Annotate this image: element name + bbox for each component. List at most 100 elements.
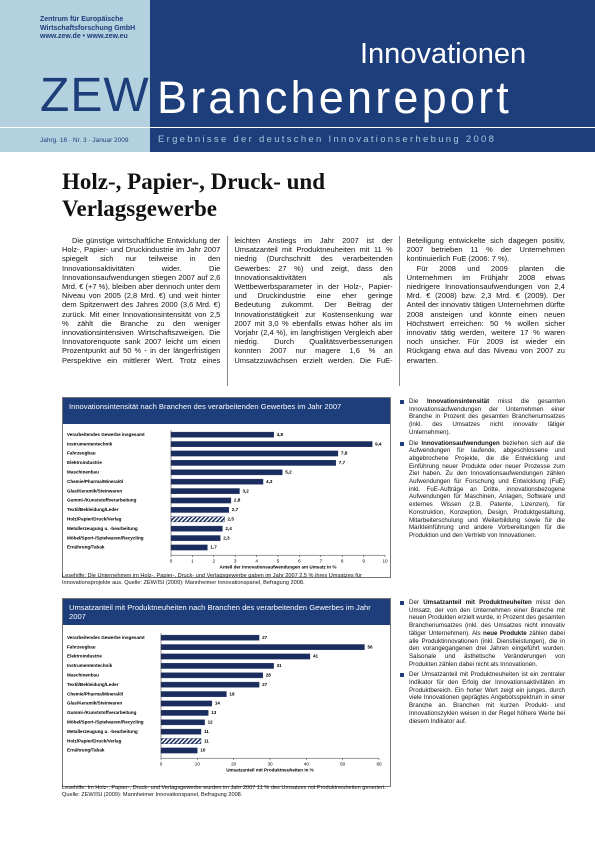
bar [160, 672, 263, 679]
bar [160, 681, 260, 688]
value-label: 9,4 [375, 441, 382, 446]
x-tick-label: 10 [382, 558, 388, 563]
category-label: Holz/Papier/Druck/Verlag [67, 738, 122, 743]
note: Die Innovationsintensität misst die gesa… [400, 398, 565, 437]
value-label: 13 [211, 710, 217, 715]
category-label: Instrumententechnik [67, 441, 113, 446]
category-label: Fahrzeugbau [67, 644, 96, 649]
value-label: 14 [215, 701, 221, 706]
note: Der Umsatzanteil mit Produktneuheiten is… [400, 671, 565, 725]
paragraph: Die günstige wirtschaftliche Entwicklung… [62, 236, 565, 365]
bar [170, 507, 229, 513]
value-label: 10 [200, 748, 206, 753]
issue: Jahrg. 16 · Nr. 3 · Januar 2009 [40, 137, 129, 144]
x-axis-label: Anteil der Innovationsaufwendungen am Um… [220, 564, 337, 569]
note-term: Umsatzanteil mit Produktneuheiten [423, 599, 532, 606]
category-label: Textil/Bekleidung/Leder [67, 507, 119, 512]
series-title: Innovationen [360, 38, 527, 70]
subtitle: Ergebnisse der deutschen Innovationserhe… [158, 134, 497, 145]
org-line: Wirtschaftsforschung GmbH [40, 24, 136, 32]
category-label: Verarbeitendes Gewerbe insgesamt [67, 635, 145, 640]
value-label: 12 [208, 720, 214, 725]
bar [160, 691, 227, 697]
value-label: 31 [277, 663, 283, 668]
bar [170, 478, 264, 485]
note-text: zählen dabei alle Produktinnovationen (i… [409, 629, 565, 668]
x-tick-label: 50 [340, 761, 346, 766]
x-tick-label: 7 [320, 558, 323, 563]
bar [170, 431, 274, 438]
category-label: Instrumententechnik [67, 663, 113, 668]
chart: Verarbeitendes Gewerbe insgesamt 27 Fahrze… [67, 633, 382, 772]
body-text: Die günstige wirtschaftliche Entwicklung… [62, 236, 565, 386]
bar [160, 747, 198, 754]
value-label: 18 [229, 691, 235, 696]
bar [170, 460, 336, 466]
bar [160, 728, 202, 735]
value-label: 5,2 [285, 470, 292, 475]
bar [170, 535, 221, 541]
x-tick-label: 60 [376, 761, 382, 766]
note-text: Der [409, 599, 424, 606]
x-tick-label: 30 [267, 761, 273, 766]
category-label: Möbel/Sport-/Spielwaren/Recycling [67, 720, 144, 725]
value-label: 2,3 [223, 535, 230, 540]
note-text: Der Umsatzanteil mit Produktneuheiten is… [409, 671, 565, 725]
x-tick-label: 4 [255, 558, 258, 563]
org-line: Zentrum für Europäische [40, 16, 124, 23]
category-label: Maschinenbau [67, 673, 99, 678]
note-text: beziehen sich auf die Aufwendungen für l… [409, 439, 565, 539]
x-tick-label: 3 [234, 558, 237, 563]
note: Der Umsatzanteil mit Produktneuheiten mi… [400, 599, 565, 668]
x-tick-label: 10 [195, 761, 201, 766]
chart-box: Innovationsintensität nach Branchen des … [62, 397, 391, 578]
sidebar: Der Umsatzanteil mit Produktneuheiten mi… [400, 599, 565, 728]
category-label: Glas/Keramik/Steinwaren [67, 701, 122, 706]
x-tick-label: 6 [298, 558, 301, 563]
note-term: Innovationsaufwendungen [421, 439, 500, 447]
x-tick-label: 1 [191, 558, 194, 563]
note-text: misst den Umsatz, der von den Unternehme… [409, 599, 565, 637]
org-block: Zentrum für Europäische Wirtschaftsforsc… [40, 16, 135, 42]
category-label: Fahrzeugbau [67, 451, 96, 456]
bar [160, 644, 365, 650]
chart-title: Innovationsintensität nach Branchen des … [63, 398, 390, 424]
value-label: 2,7 [232, 507, 239, 512]
category-label: Textil/Bekleidung/Leder [67, 682, 119, 687]
x-tick-label: 5 [277, 558, 280, 563]
bar [170, 469, 283, 476]
note-text: Die [409, 439, 422, 447]
value-label: 1,7 [210, 545, 217, 550]
bar [160, 700, 213, 707]
value-label: 11 [204, 729, 209, 734]
separator [0, 127, 595, 128]
x-tick-label: 8 [341, 558, 344, 563]
value-label: 2,4 [225, 526, 232, 531]
bar [170, 450, 339, 457]
x-axis-label: Umsatzanteil mit Produktneuheiten in % [226, 767, 314, 772]
category-label: Metallerzeugung u. -bearbeitung [67, 526, 138, 531]
value-label: 7,7 [339, 460, 346, 465]
paragraph: Für 2008 und 2009 planten die Unternehme… [406, 263, 565, 365]
value-label: 41 [313, 654, 319, 659]
logo: ZEW [40, 69, 150, 122]
bar [160, 663, 274, 669]
header-right [150, 0, 595, 152]
bar [160, 653, 311, 660]
bar [160, 719, 205, 726]
org-url: www.zew.de • www.zew.eu [40, 33, 128, 40]
report-title: Branchenreport [157, 72, 512, 123]
category-label: Gummi-/Kunststoffverarbeitung [67, 498, 137, 503]
category-label: Chemie/Pharma/Mineralöl [67, 691, 123, 696]
category-label: Metallerzeugung u. -bearbeitung [67, 729, 138, 734]
category-label: Holz/Papier/Druck/Verlag [67, 517, 122, 522]
x-tick-label: 0 [160, 761, 163, 766]
x-tick-label: 0 [170, 558, 173, 563]
bar [160, 710, 209, 716]
category-label: Elektroindustrie [67, 654, 102, 659]
category-label: Möbel/Sport-/Spielwaren/Recycling [67, 535, 144, 540]
value-label: 4,3 [266, 479, 273, 484]
value-label: 3,2 [242, 488, 249, 493]
bar [170, 525, 223, 532]
